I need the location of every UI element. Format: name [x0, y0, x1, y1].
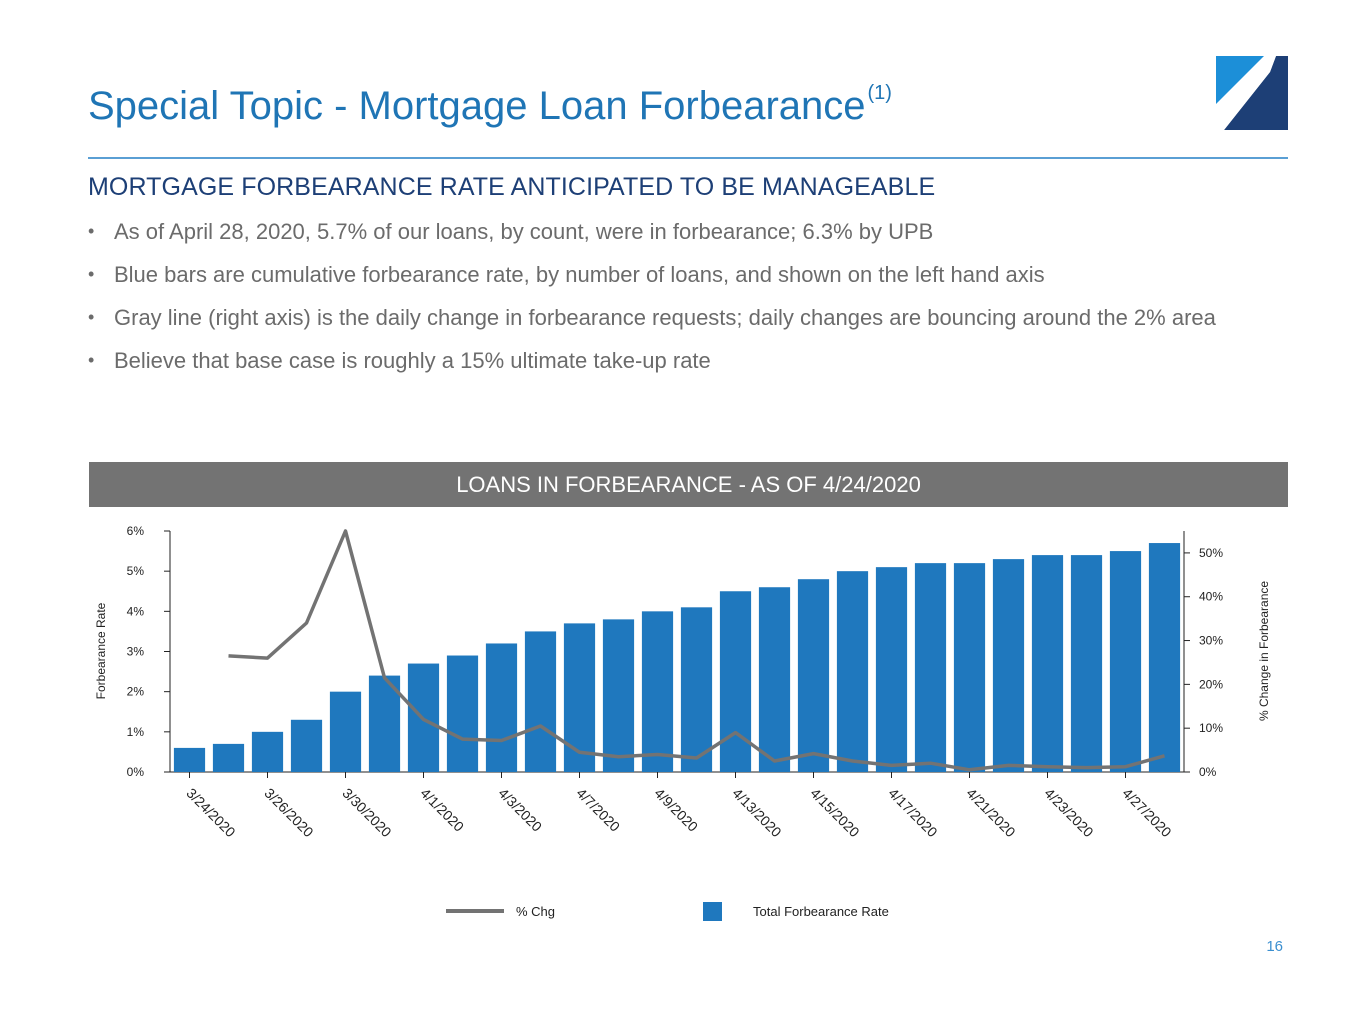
- bullet-text: Believe that base case is roughly a 15% …: [114, 348, 711, 373]
- bar-total-forbearance-rate: [173, 747, 206, 772]
- right-axis-tick-label: 10%: [1199, 721, 1223, 735]
- right-axis-tick-label: 0%: [1199, 765, 1217, 779]
- left-axis-tick-label: 6%: [127, 524, 145, 538]
- bar-total-forbearance-rate: [368, 675, 401, 772]
- left-axis-tick-label: 3%: [127, 645, 145, 659]
- page-number: 16: [1266, 938, 1283, 955]
- legend-line-label: % Chg: [516, 904, 555, 919]
- x-axis-tick-label: 3/26/2020: [261, 785, 317, 841]
- bar-total-forbearance-rate: [719, 591, 752, 772]
- x-axis-tick-label: 3/24/2020: [183, 785, 239, 841]
- right-axis-tick-label: 20%: [1199, 677, 1223, 691]
- bar-total-forbearance-rate: [446, 655, 479, 772]
- x-axis-tick-label: 4/9/2020: [651, 785, 701, 835]
- bar-total-forbearance-rate: [563, 623, 596, 772]
- left-axis-tick-label: 4%: [127, 604, 145, 618]
- bullet-item: • Believe that base case is roughly a 15%…: [88, 345, 1288, 376]
- company-logo-icon: [1216, 56, 1288, 130]
- x-axis-tick-label: 4/15/2020: [807, 785, 863, 841]
- title-divider: [88, 157, 1288, 159]
- x-axis-tick-label: 4/13/2020: [729, 785, 785, 841]
- bullet-text: As of April 28, 2020, 5.7% of our loans,…: [114, 219, 934, 244]
- bar-total-forbearance-rate: [758, 587, 791, 772]
- bullet-marker: •: [88, 307, 95, 327]
- right-axis-tick-label: 30%: [1199, 634, 1223, 648]
- bar-total-forbearance-rate: [1109, 551, 1142, 772]
- bar-total-forbearance-rate: [251, 731, 284, 772]
- chart-title: LOANS IN FORBEARANCE - AS OF 4/24/2020: [89, 462, 1288, 507]
- bullet-marker: •: [88, 221, 95, 241]
- bar-total-forbearance-rate: [602, 619, 635, 772]
- bar-total-forbearance-rate: [836, 571, 869, 772]
- x-axis-tick-label: 4/3/2020: [495, 785, 545, 835]
- x-axis-tick-label: 4/17/2020: [885, 785, 941, 841]
- bullet-marker: •: [88, 264, 95, 284]
- bullet-text: Blue bars are cumulative forbearance rat…: [114, 262, 1045, 287]
- left-axis-tick-label: 1%: [127, 725, 145, 739]
- bar-total-forbearance-rate: [797, 579, 830, 772]
- bar-total-forbearance-rate: [680, 607, 713, 772]
- bullet-item: • Blue bars are cumulative forbearance ra…: [88, 259, 1288, 290]
- bar-total-forbearance-rate: [212, 743, 245, 772]
- left-axis-tick-label: 0%: [127, 765, 145, 779]
- bar-total-forbearance-rate: [914, 563, 947, 772]
- bar-total-forbearance-rate: [1148, 543, 1181, 772]
- bar-total-forbearance-rate: [1070, 555, 1103, 772]
- x-axis-tick-label: 3/30/2020: [339, 785, 395, 841]
- left-axis-title: Forbearance Rate: [94, 602, 108, 699]
- page-title: Special Topic - Mortgage Loan Forbearanc…: [88, 82, 892, 129]
- left-axis-tick-label: 5%: [127, 564, 145, 578]
- bullet-item: • As of April 28, 2020, 5.7% of our loans…: [88, 216, 1288, 247]
- legend-bar-label: Total Forbearance Rate: [753, 904, 889, 919]
- bar-total-forbearance-rate: [290, 719, 323, 772]
- x-axis-tick-label: 4/7/2020: [573, 785, 623, 835]
- x-axis-tick-label: 4/23/2020: [1041, 785, 1097, 841]
- right-axis-title: % Change in Forbearance: [1257, 581, 1271, 721]
- bar-total-forbearance-rate: [1031, 555, 1064, 772]
- line-pct-change: [228, 529, 1165, 772]
- bar-total-forbearance-rate: [524, 631, 557, 772]
- right-axis-tick-label: 40%: [1199, 590, 1223, 604]
- bullet-list: • As of April 28, 2020, 5.7% of our loans…: [88, 216, 1288, 388]
- bar-total-forbearance-rate: [329, 691, 362, 772]
- title-footnote: (1): [867, 82, 892, 104]
- x-axis-tick-label: 4/21/2020: [963, 785, 1019, 841]
- right-axis-tick-label: 50%: [1199, 546, 1223, 560]
- bar-total-forbearance-rate: [992, 559, 1025, 772]
- bar-total-forbearance-rate: [641, 611, 674, 772]
- section-subheading: MORTGAGE FORBEARANCE RATE ANTICIPATED TO…: [88, 173, 936, 201]
- page-title-text: Special Topic - Mortgage Loan Forbearanc…: [88, 84, 866, 128]
- bullet-item: • Gray line (right axis) is the daily cha…: [88, 302, 1288, 333]
- left-axis-tick-label: 2%: [127, 685, 145, 699]
- bullet-text: Gray line (right axis) is the daily chan…: [114, 305, 1216, 330]
- bar-total-forbearance-rate: [485, 643, 518, 772]
- x-axis-tick-label: 4/1/2020: [417, 785, 467, 835]
- bar-total-forbearance-rate: [953, 563, 986, 772]
- bullet-marker: •: [88, 350, 95, 370]
- legend-bar-swatch: [703, 902, 722, 921]
- bar-total-forbearance-rate: [875, 567, 908, 772]
- x-axis-tick-label: 4/27/2020: [1119, 785, 1175, 841]
